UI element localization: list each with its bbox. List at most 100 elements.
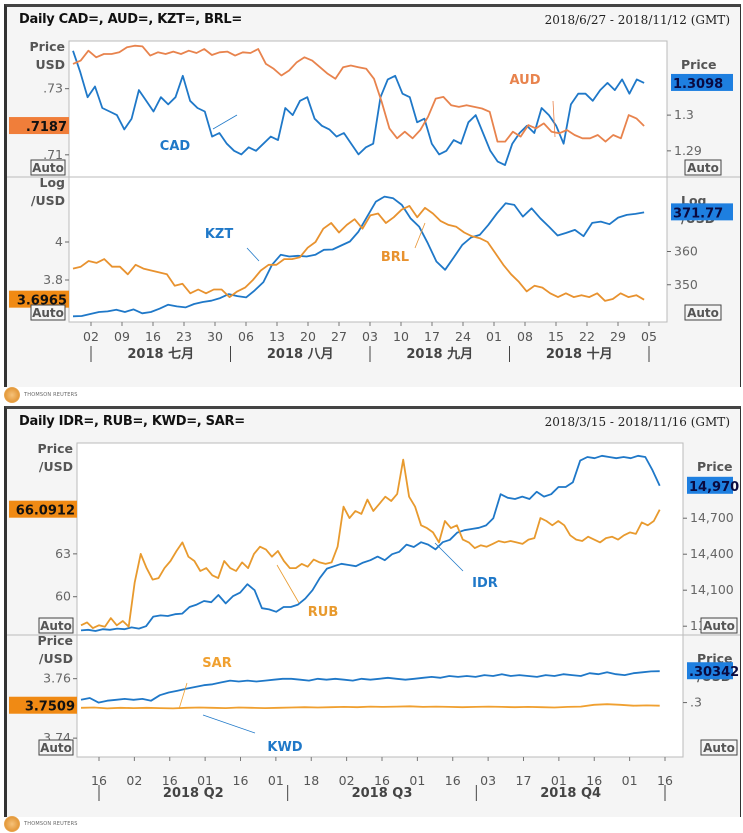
annotation-leader [246, 247, 260, 262]
plot-area [68, 40, 668, 323]
right-axis-tick-label: 14,700 [690, 510, 734, 525]
auto-button-label: Auto [40, 619, 72, 633]
logo-icon [4, 816, 20, 832]
x-axis-tick-label: 01 [486, 329, 502, 344]
thomson-reuters-logo: THOMSON REUTERS [4, 387, 78, 403]
auto-button-frame[interactable] [700, 739, 738, 756]
left-axis-title: USD [35, 57, 65, 72]
date-range: 2018/6/27 - 2018/11/12 (GMT) [544, 13, 730, 27]
series-annotation: BRL [381, 250, 409, 265]
x-group-label: 2018 七月 [127, 347, 194, 362]
annotation-leader [414, 222, 426, 249]
auto-button-frame[interactable] [684, 304, 722, 321]
right-axis-tick-label: 14,100 [690, 582, 734, 597]
annotation-leader [552, 100, 556, 138]
series-annotation: CAD [160, 139, 191, 154]
annotation-leader [212, 114, 238, 130]
x-axis-tick-label: 01 [197, 773, 213, 788]
auto-button-frame[interactable] [38, 617, 74, 634]
chart-panel-2: Daily IDR=, RUB=, KWD=, SAR= 2018/3/15 -… [4, 406, 741, 817]
x-axis-tick-label: 17 [516, 773, 532, 788]
x-group-label: 2018 八月 [267, 347, 334, 362]
chart-title: Daily CAD=, AUD=, KZT=, BRL= [19, 12, 243, 27]
auto-button-frame[interactable] [38, 739, 74, 756]
series-annotation: SAR [202, 656, 231, 671]
chart-panel-1: Daily CAD=, AUD=, KZT=, BRL= 2018/6/27 -… [4, 4, 741, 387]
right-axis-title: Price [697, 459, 733, 474]
x-axis-tick-label: 23 [176, 329, 192, 344]
series-annotation: AUD [509, 73, 540, 88]
x-axis-tick-label: 01 [551, 773, 567, 788]
x-axis-tick-label: 08 [517, 329, 533, 344]
right-axis-tick-label: 1.29 [674, 143, 702, 158]
thomson-reuters-logo: THOMSON REUTERS [4, 816, 78, 832]
auto-button-label: Auto [687, 306, 719, 320]
auto-button-frame[interactable] [30, 304, 66, 321]
x-axis-tick-label: 16 [586, 773, 602, 788]
brand-text: THOMSON REUTERS [24, 392, 78, 398]
auto-scale-button-left[interactable]: Auto [38, 739, 74, 756]
left-axis-tick-label: .71 [43, 147, 63, 162]
right-current-value-badge [687, 476, 733, 494]
auto-button-label: Auto [32, 161, 64, 175]
x-axis-tick-label: 01 [409, 773, 425, 788]
left-axis-tick-label: 63 [55, 546, 71, 561]
left-axis-title: Price [38, 633, 74, 648]
right-axis-tick-label: .3 [690, 695, 702, 710]
auto-button-label: Auto [40, 741, 72, 755]
right-axis-tick-label: 350 [674, 277, 698, 292]
x-axis-tick-label: 18 [303, 773, 319, 788]
left-axis-title: Price [30, 39, 66, 54]
auto-scale-button-right[interactable]: Auto [684, 159, 722, 176]
auto-scale-button-left[interactable]: Auto [38, 617, 74, 634]
x-group-label: 2018 Q2 [163, 786, 224, 801]
x-axis-tick-label: 13 [269, 329, 285, 344]
auto-scale-button-left[interactable]: Auto [30, 304, 66, 321]
x-axis-tick-label: 06 [238, 329, 254, 344]
left-current-value-badge [9, 500, 77, 518]
brand-text: THOMSON REUTERS [24, 821, 78, 827]
auto-scale-button-right[interactable]: Auto [700, 617, 738, 634]
series-line-idr [80, 454, 661, 632]
right-axis-tick-label: 1.3 [674, 107, 694, 122]
auto-button-frame[interactable] [684, 159, 722, 176]
annotation-leader [178, 682, 188, 710]
left-current-value-badge [9, 290, 69, 308]
right-axis-tick-label: 360 [674, 244, 698, 259]
x-axis-tick-label: 02 [126, 773, 142, 788]
left-axis-tick-label: 60 [55, 589, 71, 604]
left-current-value: 3.7509 [25, 700, 75, 715]
x-axis-tick-label: 15 [548, 329, 564, 344]
x-axis-tick-label: 16 [145, 329, 161, 344]
auto-button-label: Auto [703, 741, 735, 755]
right-current-value: .30342 [689, 665, 739, 680]
x-axis-tick-label: 01 [268, 773, 284, 788]
series-annotation: KZT [205, 227, 234, 242]
right-current-value: 1.3098 [673, 77, 723, 92]
series-annotation: IDR [472, 576, 498, 591]
left-axis-title: Price [38, 441, 74, 456]
auto-scale-button-right[interactable]: Auto [700, 739, 738, 756]
annotation-leader [276, 564, 300, 604]
auto-button-frame[interactable] [700, 617, 738, 634]
right-current-value: 14,970 [689, 480, 739, 495]
series-line-cad [72, 50, 645, 167]
x-axis-tick-label: 30 [207, 329, 223, 344]
x-axis-tick-label: 01 [622, 773, 638, 788]
x-axis-tick-label: 17 [424, 329, 440, 344]
left-axis-tick-label: 3.8 [43, 272, 63, 287]
auto-scale-button-left[interactable]: Auto [30, 159, 66, 176]
x-group-label: 2018 Q4 [540, 786, 601, 801]
auto-button-frame[interactable] [30, 159, 66, 176]
x-group-label: 2018 九月 [406, 347, 473, 362]
x-axis-tick-label: 05 [641, 329, 657, 344]
x-axis-tick-label: 22 [579, 329, 595, 344]
x-axis-tick-label: 16 [445, 773, 461, 788]
right-current-value-badge [687, 662, 733, 680]
right-axis-tick-label: 14,400 [690, 546, 734, 561]
auto-button-label: Auto [703, 619, 735, 633]
series-line-rub [80, 458, 661, 630]
x-axis-tick-label: 27 [331, 329, 347, 344]
date-range: 2018/3/15 - 2018/11/16 (GMT) [544, 415, 730, 429]
auto-scale-button-right[interactable]: Auto [684, 304, 722, 321]
